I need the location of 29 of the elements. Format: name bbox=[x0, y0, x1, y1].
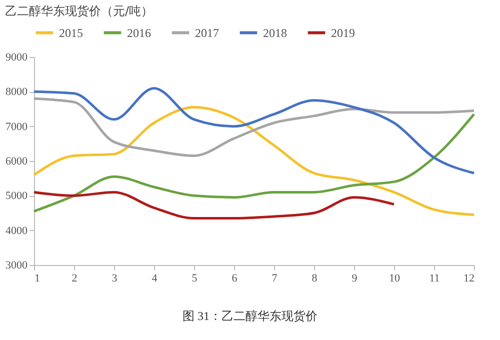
x-tick-label: 12 bbox=[464, 272, 474, 284]
x-tick-label: 11 bbox=[429, 272, 440, 284]
x-tick-label: 1 bbox=[34, 272, 40, 284]
x-tick-label: 9 bbox=[352, 272, 358, 284]
legend-label: 2015 bbox=[59, 26, 83, 40]
legend-label: 2017 bbox=[195, 26, 219, 40]
y-tick-label: 4000 bbox=[6, 224, 28, 237]
y-tick-label: 9000 bbox=[6, 52, 28, 64]
x-tick-label: 7 bbox=[272, 272, 278, 284]
x-tick-label: 2 bbox=[72, 272, 78, 284]
y-tick-label: 5000 bbox=[6, 190, 28, 202]
legend-label: 2019 bbox=[331, 26, 355, 40]
y-tick-label: 6000 bbox=[6, 156, 28, 168]
x-tick-label: 3 bbox=[112, 272, 118, 284]
chart-title: 乙二醇华东现货价（元/吨） bbox=[5, 4, 154, 18]
y-tick-label: 3000 bbox=[6, 260, 28, 272]
caption: 图 31：乙二醇华东现货价 bbox=[182, 308, 318, 325]
legend-label: 2018 bbox=[263, 26, 287, 40]
x-tick-label: 4 bbox=[152, 272, 158, 284]
y-tick-label: 8000 bbox=[6, 86, 28, 98]
legend-label: 2016 bbox=[127, 26, 151, 40]
x-tick-label: 8 bbox=[312, 272, 318, 284]
x-tick-label: 6 bbox=[232, 272, 238, 284]
y-tick-label: 7000 bbox=[6, 120, 28, 133]
line-series bbox=[32, 97, 476, 158]
x-tick-label: 10 bbox=[389, 272, 400, 284]
x-tick-label: 5 bbox=[192, 272, 198, 284]
line-series bbox=[32, 86, 476, 174]
line-series bbox=[32, 190, 396, 220]
